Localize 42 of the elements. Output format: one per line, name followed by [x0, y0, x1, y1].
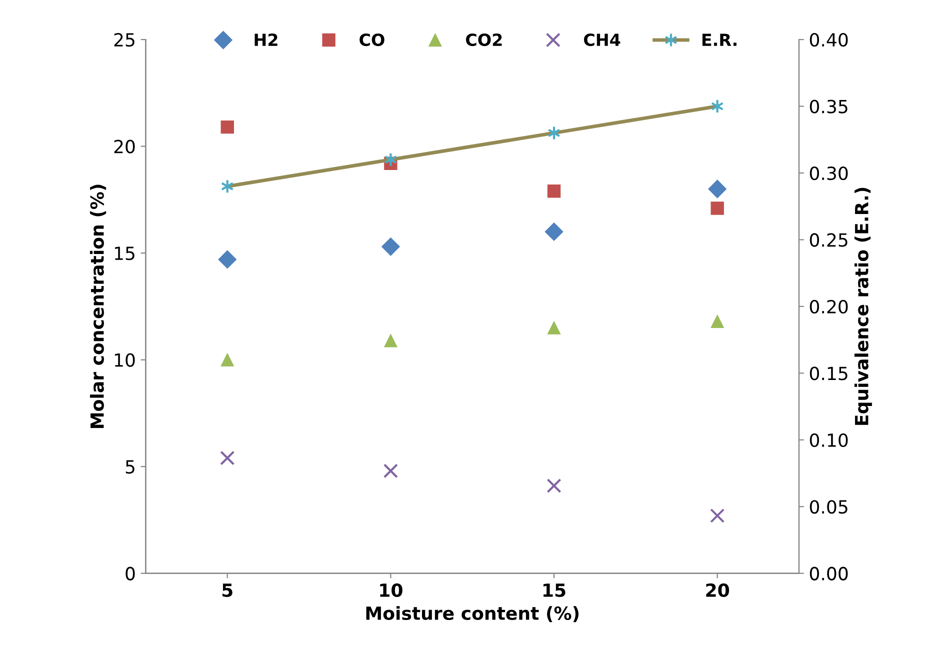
y-tick-label: 5 [126, 460, 134, 474]
y2-tick-label: 0.05 [810, 500, 848, 514]
y-tick-label: 10 [114, 353, 135, 367]
point [220, 120, 234, 134]
point [220, 450, 235, 466]
x-tick-label: 20 [706, 583, 730, 598]
x-axis-title: Moisture content (%) [366, 606, 579, 622]
legend-label: CH4 [584, 33, 620, 46]
point [218, 250, 237, 269]
point [383, 464, 398, 478]
legend-label: E.R. [702, 34, 736, 46]
y-tick-label: 20 [114, 140, 135, 154]
point [546, 478, 562, 494]
legend-label: H2 [254, 33, 278, 46]
x-tick-label: 10 [380, 583, 402, 598]
legend-label: CO2 [466, 33, 502, 46]
y2-tick-label: 0.15 [810, 366, 848, 380]
y2-axis-title: Equivalence ratio (E.R.) [854, 188, 872, 425]
y2-tick-label: 0.20 [810, 300, 848, 314]
point [710, 314, 724, 328]
point [382, 237, 400, 256]
point [547, 321, 561, 334]
y2-tick-label: 0.30 [810, 166, 848, 180]
point [384, 334, 398, 348]
x-tick-label: 15 [543, 584, 566, 598]
point [220, 353, 234, 366]
y-tick-label: 0 [126, 566, 135, 580]
x-tick-label: 5 [222, 584, 232, 598]
point [547, 184, 561, 198]
point [544, 222, 564, 241]
point [710, 508, 725, 523]
y2-tick-label: 0.25 [810, 233, 848, 247]
y2-tick-label: 0.10 [810, 433, 848, 447]
legend-label: CO [360, 33, 384, 46]
y-tick-label: 15 [114, 246, 134, 260]
y-axis-title: Molar concentration (%) [90, 184, 106, 428]
point [710, 202, 724, 215]
y2-tick-label: 0.35 [810, 100, 848, 114]
point [708, 180, 727, 198]
y2-tick-label: 0.40 [810, 33, 848, 47]
y-tick-label: 25 [114, 33, 134, 47]
y2-tick-label: 0.00 [810, 566, 848, 580]
